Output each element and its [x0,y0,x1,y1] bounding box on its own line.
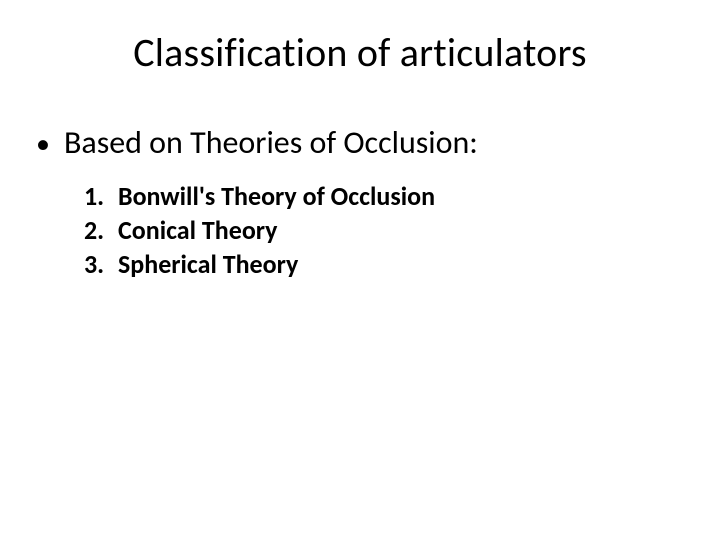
list-number: 3. [84,248,118,280]
list-text: Spherical Theory [118,248,298,280]
list-number: 1. [84,180,118,212]
list-number: 2. [84,214,118,246]
slide-title: Classification of articulators [0,28,720,77]
bullet-marker-icon: • [36,130,50,158]
bullet-item: • Based on Theories of Occlusion: [0,123,720,162]
list-item: 3. Spherical Theory [84,248,720,280]
list-text: Conical Theory [118,214,277,246]
slide: Classification of articulators • Based o… [0,0,720,540]
list-item: 2. Conical Theory [84,214,720,246]
bullet-text: Based on Theories of Occlusion: [64,123,478,162]
numbered-list: 1. Bonwill's Theory of Occlusion 2. Coni… [0,180,720,280]
list-item: 1. Bonwill's Theory of Occlusion [84,180,720,212]
list-text: Bonwill's Theory of Occlusion [118,180,435,212]
